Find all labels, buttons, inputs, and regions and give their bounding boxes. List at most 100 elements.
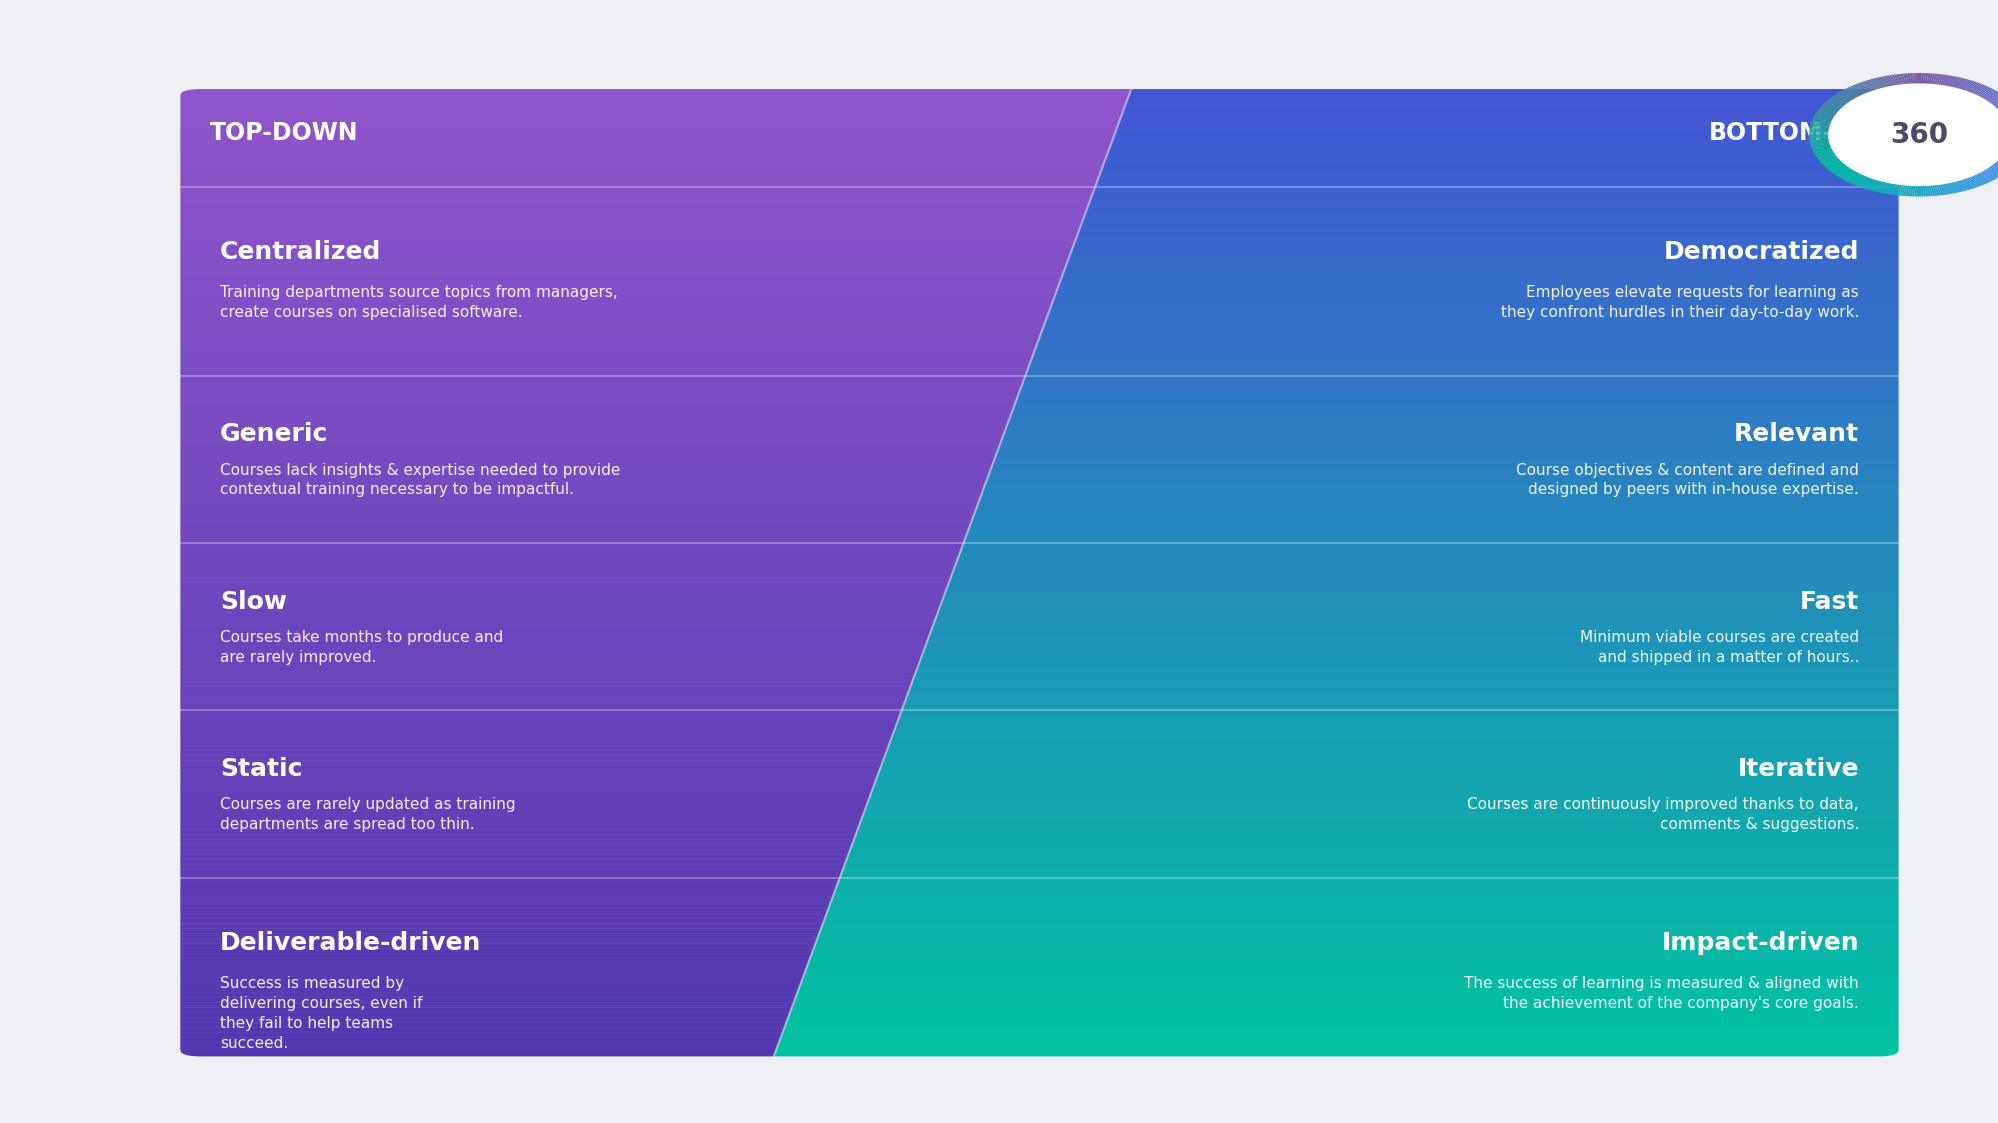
Wedge shape <box>1930 181 1936 195</box>
Polygon shape <box>170 276 1061 281</box>
Wedge shape <box>1962 83 1978 97</box>
Wedge shape <box>1822 157 1846 165</box>
Polygon shape <box>993 459 1908 464</box>
Polygon shape <box>170 523 971 528</box>
Wedge shape <box>1814 149 1840 155</box>
Wedge shape <box>1810 122 1838 126</box>
Wedge shape <box>1968 171 1986 184</box>
Polygon shape <box>773 1052 1908 1057</box>
Wedge shape <box>1822 158 1848 166</box>
Polygon shape <box>170 612 937 618</box>
Wedge shape <box>1850 171 1868 184</box>
Wedge shape <box>1808 128 1836 131</box>
Polygon shape <box>170 395 1017 400</box>
Polygon shape <box>170 686 909 692</box>
Text: Employees elevate requests for learning as
they confront hurdles in their day-to: Employees elevate requests for learning … <box>1500 285 1858 320</box>
Wedge shape <box>1908 181 1912 197</box>
Wedge shape <box>1822 104 1846 112</box>
Wedge shape <box>1808 134 1836 135</box>
Polygon shape <box>170 439 1001 445</box>
Wedge shape <box>1970 171 1988 183</box>
Wedge shape <box>1890 74 1900 90</box>
Polygon shape <box>1063 266 1908 272</box>
Polygon shape <box>873 780 1908 785</box>
Wedge shape <box>1954 176 1966 191</box>
Wedge shape <box>1990 156 1998 164</box>
Polygon shape <box>170 360 1031 365</box>
Polygon shape <box>785 1017 1908 1022</box>
Wedge shape <box>1856 83 1872 97</box>
Wedge shape <box>1818 109 1844 116</box>
Wedge shape <box>1952 176 1964 191</box>
Wedge shape <box>1808 129 1836 131</box>
Polygon shape <box>895 721 1908 725</box>
Wedge shape <box>1966 172 1984 184</box>
Polygon shape <box>170 746 889 750</box>
Polygon shape <box>170 642 927 647</box>
Polygon shape <box>943 593 1908 597</box>
Polygon shape <box>953 568 1908 573</box>
Polygon shape <box>775 1047 1908 1052</box>
Wedge shape <box>1850 85 1868 99</box>
Polygon shape <box>170 365 1029 371</box>
Polygon shape <box>170 124 1119 128</box>
Wedge shape <box>1960 81 1974 95</box>
Wedge shape <box>1924 181 1928 197</box>
Wedge shape <box>1992 154 1998 161</box>
Polygon shape <box>1005 424 1908 429</box>
Wedge shape <box>1882 76 1892 91</box>
Polygon shape <box>170 474 989 478</box>
Polygon shape <box>859 820 1908 824</box>
Wedge shape <box>1974 90 1994 102</box>
Polygon shape <box>1041 326 1908 330</box>
Polygon shape <box>170 207 1087 212</box>
Text: Success is measured by
delivering courses, even if
they fail to help teams
succe: Success is measured by delivering course… <box>220 976 422 1050</box>
Wedge shape <box>1858 83 1874 97</box>
Polygon shape <box>170 988 799 993</box>
Wedge shape <box>1818 108 1844 115</box>
Polygon shape <box>1007 420 1908 424</box>
Polygon shape <box>893 725 1908 731</box>
Wedge shape <box>1828 162 1852 171</box>
Wedge shape <box>1890 180 1900 195</box>
Polygon shape <box>953 563 1908 568</box>
Text: Training departments source topics from managers,
create courses on specialised : Training departments source topics from … <box>220 285 617 320</box>
Polygon shape <box>170 736 891 741</box>
Polygon shape <box>967 528 1908 533</box>
Polygon shape <box>1009 414 1908 420</box>
Polygon shape <box>170 533 967 538</box>
Polygon shape <box>170 676 913 682</box>
Polygon shape <box>829 898 1908 904</box>
Polygon shape <box>170 1013 789 1017</box>
Polygon shape <box>170 346 1037 350</box>
Wedge shape <box>1900 181 1906 195</box>
Wedge shape <box>1810 145 1838 149</box>
Wedge shape <box>1932 74 1938 89</box>
Wedge shape <box>1968 85 1986 99</box>
Polygon shape <box>170 716 899 721</box>
Polygon shape <box>1069 252 1908 256</box>
Wedge shape <box>1808 136 1836 137</box>
Wedge shape <box>1820 107 1844 115</box>
Polygon shape <box>170 1062 771 1067</box>
Polygon shape <box>170 692 909 696</box>
Polygon shape <box>1039 330 1908 336</box>
Wedge shape <box>1974 168 1994 181</box>
Wedge shape <box>1982 97 1998 107</box>
Polygon shape <box>170 1022 785 1028</box>
Polygon shape <box>170 563 955 568</box>
Wedge shape <box>1932 181 1938 195</box>
Polygon shape <box>1015 400 1908 404</box>
Wedge shape <box>1808 139 1836 143</box>
Wedge shape <box>1906 181 1912 197</box>
Wedge shape <box>1814 112 1842 119</box>
Polygon shape <box>170 503 977 509</box>
Wedge shape <box>1912 181 1914 197</box>
Text: Impact-driven: Impact-driven <box>1660 931 1858 955</box>
Polygon shape <box>961 544 1908 548</box>
Polygon shape <box>957 553 1908 558</box>
Polygon shape <box>170 889 835 894</box>
Wedge shape <box>1980 93 1998 104</box>
Wedge shape <box>1934 180 1940 195</box>
Polygon shape <box>863 810 1908 815</box>
